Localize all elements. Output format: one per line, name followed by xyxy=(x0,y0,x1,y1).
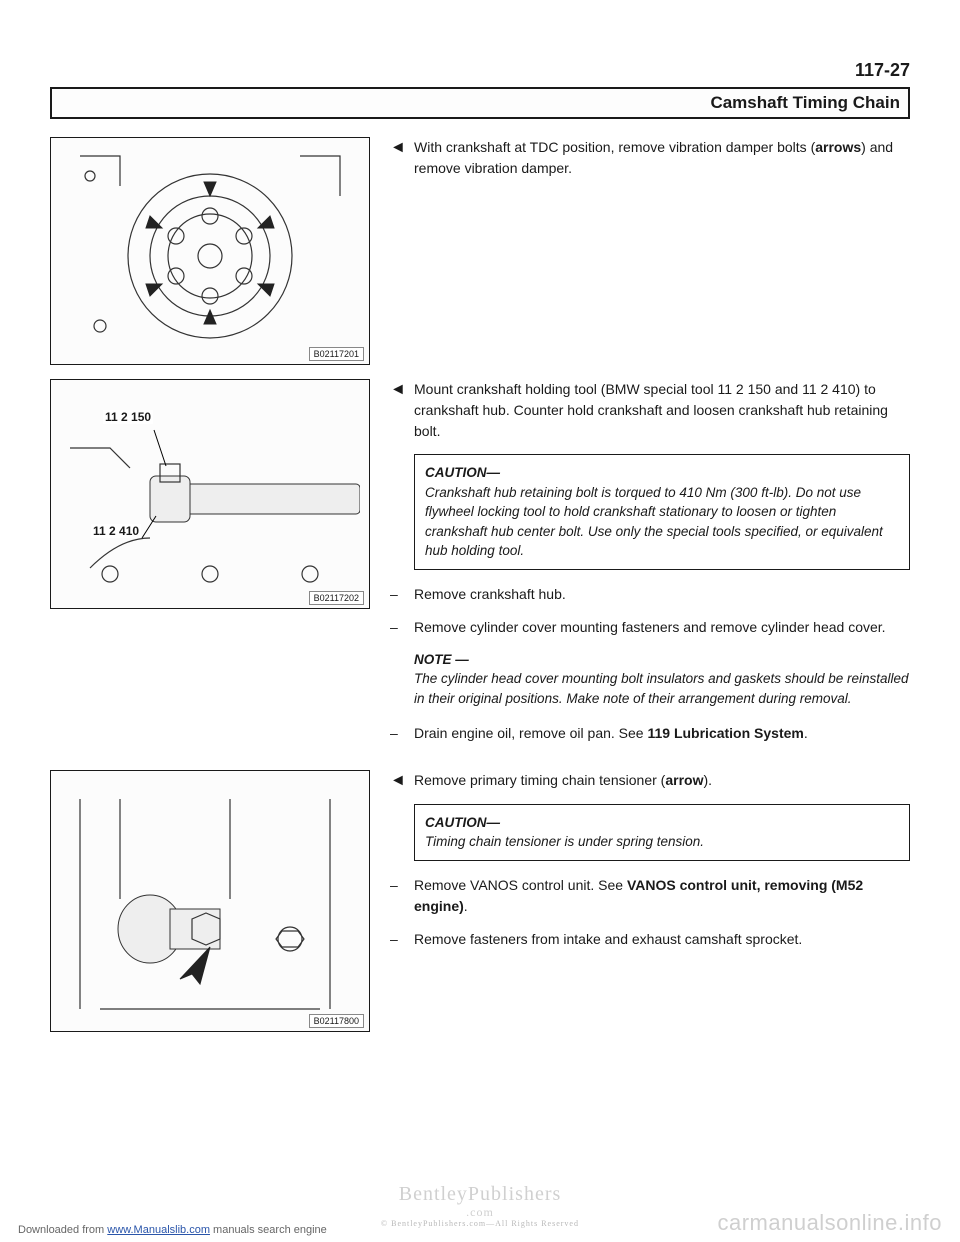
footer-center-main: BentleyPublishers xyxy=(399,1183,562,1205)
caution-2-body: Timing chain tensioner is under spring t… xyxy=(425,832,899,852)
page-header: 117-27 xyxy=(50,60,910,81)
note-1-body: The cylinder head cover mounting bolt in… xyxy=(414,669,910,708)
step-8-text: Remove fasteners from intake and exhaust… xyxy=(414,929,910,950)
footer-right: carmanualsonline.info xyxy=(717,1210,942,1236)
step-5-post: . xyxy=(804,725,808,741)
step-6-pre: Remove primary timing chain tensioner ( xyxy=(414,772,665,788)
footer: Downloaded from www.Manualslib.com manua… xyxy=(0,1210,960,1236)
caution-1-body: Crankshaft hub retaining bolt is torqued… xyxy=(425,483,899,561)
caution-box-1: CAUTION— Crankshaft hub retaining bolt i… xyxy=(414,454,910,570)
footer-link[interactable]: www.Manualslib.com xyxy=(107,1224,210,1236)
footer-center-sub: .com xyxy=(381,1206,579,1218)
step-8: – Remove fasteners from intake and exhau… xyxy=(390,929,910,950)
arrow-bullet-icon: ◄ xyxy=(390,770,404,792)
footer-left-b: manuals search engine xyxy=(210,1224,327,1236)
step-1-text: With crankshaft at TDC position, remove … xyxy=(414,137,910,179)
step-1: ◄ With crankshaft at TDC position, remov… xyxy=(390,137,910,179)
step-6-text: Remove primary timing chain tensioner (a… xyxy=(414,770,910,792)
figure-1: B02117201 xyxy=(50,137,370,365)
dash-bullet-icon: – xyxy=(390,617,404,638)
figure-2: 11 2 150 11 2 410 B02117202 xyxy=(50,379,370,609)
footer-left: Downloaded from www.Manualslib.com manua… xyxy=(18,1224,327,1236)
step-3: – Remove crankshaft hub. xyxy=(390,584,910,605)
figure-3-svg xyxy=(60,779,360,1023)
step-4: – Remove cylinder cover mounting fastene… xyxy=(390,617,910,638)
section-title-box: Camshaft Timing Chain xyxy=(50,87,910,119)
figure-1-number: B02117201 xyxy=(309,347,364,361)
text-col-3: ◄ Remove primary timing chain tensioner … xyxy=(390,770,910,963)
figure-1-svg xyxy=(60,146,360,356)
dash-bullet-icon: – xyxy=(390,723,404,744)
figure-col-1: B02117201 xyxy=(50,137,370,365)
step-7-pre: Remove VANOS control unit. See xyxy=(414,877,627,893)
step-5: – Drain engine oil, remove oil pan. See … xyxy=(390,723,910,744)
step-6-bold: arrow xyxy=(665,772,703,788)
step-3-text: Remove crankshaft hub. xyxy=(414,584,910,605)
row-1: B02117201 ◄ With crankshaft at TDC posit… xyxy=(50,137,910,365)
step-2-text: Mount crankshaft holding tool (BMW speci… xyxy=(414,379,910,442)
figure-col-2: 11 2 150 11 2 410 B02117202 xyxy=(50,379,370,609)
caution-2-title: CAUTION— xyxy=(425,813,899,833)
footer-center-copy: © BentleyPublishers.com—All Rights Reser… xyxy=(381,1220,579,1228)
step-5-text: Drain engine oil, remove oil pan. See 11… xyxy=(414,723,910,744)
text-col-1: ◄ With crankshaft at TDC position, remov… xyxy=(390,137,910,191)
step-4-text: Remove cylinder cover mounting fasteners… xyxy=(414,617,910,638)
figure-2-label-a: 11 2 150 xyxy=(103,410,153,424)
step-6-post: ). xyxy=(703,772,712,788)
note-1: NOTE — The cylinder head cover mounting … xyxy=(414,650,910,709)
row-3: B02117800 ◄ Remove primary timing chain … xyxy=(50,770,910,1032)
footer-center: BentleyPublishers .com © BentleyPublishe… xyxy=(381,1184,579,1228)
dash-bullet-icon: – xyxy=(390,584,404,605)
step-1-pre: With crankshaft at TDC position, remove … xyxy=(414,139,815,155)
arrow-bullet-icon: ◄ xyxy=(390,137,404,179)
section-title: Camshaft Timing Chain xyxy=(60,93,900,113)
arrow-bullet-icon: ◄ xyxy=(390,379,404,442)
figure-3-number: B02117800 xyxy=(309,1014,364,1028)
step-5-pre: Drain engine oil, remove oil pan. See xyxy=(414,725,647,741)
page: 117-27 Camshaft Timing Chain xyxy=(0,0,960,1242)
figure-2-label-b: 11 2 410 xyxy=(91,524,141,538)
caution-1-title: CAUTION— xyxy=(425,463,899,483)
step-7-post: . xyxy=(464,898,468,914)
note-1-title: NOTE — xyxy=(414,650,910,670)
step-5-bold: 119 Lubrication System xyxy=(647,725,803,741)
text-col-2: ◄ Mount crankshaft holding tool (BMW spe… xyxy=(390,379,910,756)
figure-2-number: B02117202 xyxy=(309,591,364,605)
figure-col-3: B02117800 xyxy=(50,770,370,1032)
caution-box-2: CAUTION— Timing chain tensioner is under… xyxy=(414,804,910,861)
figure-3: B02117800 xyxy=(50,770,370,1032)
footer-left-a: Downloaded from xyxy=(18,1224,107,1236)
step-7: – Remove VANOS control unit. See VANOS c… xyxy=(390,875,910,917)
step-2: ◄ Mount crankshaft holding tool (BMW spe… xyxy=(390,379,910,442)
step-1-bold: arrows xyxy=(815,139,861,155)
step-7-text: Remove VANOS control unit. See VANOS con… xyxy=(414,875,910,917)
row-2: 11 2 150 11 2 410 B02117202 ◄ Mount cran… xyxy=(50,379,910,756)
dash-bullet-icon: – xyxy=(390,875,404,917)
step-6: ◄ Remove primary timing chain tensioner … xyxy=(390,770,910,792)
page-number: 117-27 xyxy=(855,60,910,80)
dash-bullet-icon: – xyxy=(390,929,404,950)
